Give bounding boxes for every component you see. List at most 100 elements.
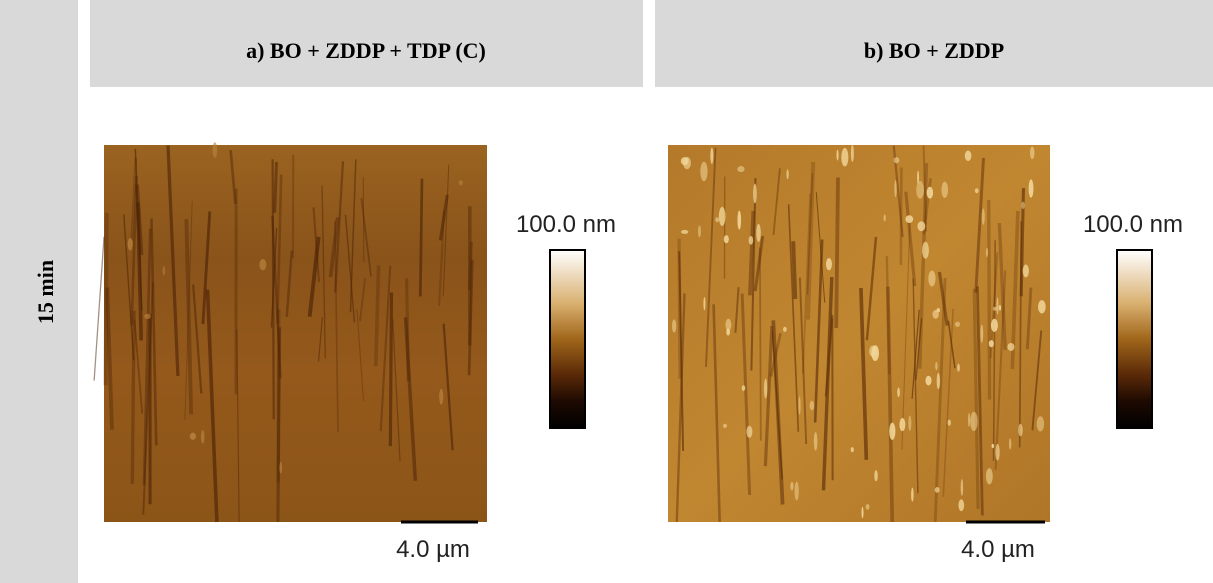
texture xyxy=(201,430,205,444)
texture xyxy=(948,419,951,425)
texture xyxy=(991,319,998,332)
texture xyxy=(894,157,900,163)
texture xyxy=(672,319,676,332)
texture xyxy=(982,208,985,224)
texture xyxy=(922,242,929,259)
texture xyxy=(439,389,443,405)
texture xyxy=(992,444,995,448)
texture xyxy=(1023,264,1029,277)
texture xyxy=(970,412,978,431)
texture xyxy=(1021,202,1025,209)
texture xyxy=(911,488,914,502)
texture xyxy=(925,376,931,386)
texture xyxy=(980,325,983,343)
texture xyxy=(961,479,964,496)
texture xyxy=(935,487,940,493)
texture xyxy=(1018,424,1022,437)
texture xyxy=(928,270,935,286)
texture xyxy=(968,413,970,427)
texture xyxy=(756,224,761,242)
texture xyxy=(826,258,832,270)
texture xyxy=(841,148,848,167)
texture xyxy=(213,142,218,158)
texture xyxy=(700,162,707,181)
panel-title: b) BO + ZDDP xyxy=(864,38,1004,63)
row-label: 15 min xyxy=(33,260,58,324)
texture xyxy=(995,444,999,461)
texture xyxy=(836,177,838,328)
texture xyxy=(851,447,854,452)
texture xyxy=(786,169,788,179)
texture xyxy=(935,362,937,370)
texture xyxy=(1030,147,1035,160)
texture xyxy=(874,470,877,481)
texture xyxy=(986,248,988,257)
texture xyxy=(1037,416,1044,431)
texture xyxy=(144,314,151,319)
texture xyxy=(459,180,463,185)
texture xyxy=(407,278,409,381)
texture xyxy=(986,468,993,484)
afm-image xyxy=(668,145,1050,522)
colorbar xyxy=(550,250,585,428)
texture xyxy=(989,200,990,399)
texture xyxy=(275,162,277,213)
panel-title: a) BO + ZDDP + TDP (C) xyxy=(246,38,486,63)
texture xyxy=(742,385,746,391)
texture xyxy=(190,433,196,440)
texture xyxy=(975,188,979,193)
texture xyxy=(726,329,730,336)
texture xyxy=(719,207,726,226)
texture xyxy=(363,177,364,262)
afm-image xyxy=(94,142,487,522)
colorbar-label: 100.0 nm xyxy=(516,211,616,238)
texture xyxy=(724,235,729,243)
texture xyxy=(703,297,705,310)
texture xyxy=(737,211,741,230)
colorbar xyxy=(1117,250,1152,428)
texture xyxy=(795,482,799,501)
texture xyxy=(814,432,818,451)
texture xyxy=(715,217,719,222)
scale-label: 4.0 µm xyxy=(961,536,1035,563)
texture xyxy=(916,181,924,199)
scale-label: 4.0 µm xyxy=(396,536,470,563)
texture xyxy=(683,157,691,169)
texture xyxy=(1009,438,1011,449)
texture xyxy=(760,247,761,440)
texture xyxy=(908,415,911,430)
texture xyxy=(851,145,854,162)
texture xyxy=(273,159,274,419)
texture xyxy=(905,215,913,223)
texture xyxy=(259,259,266,270)
texture xyxy=(749,236,754,245)
texture xyxy=(861,507,863,518)
texture xyxy=(163,266,166,275)
texture xyxy=(753,184,757,204)
texture xyxy=(710,148,713,164)
texture xyxy=(746,426,752,438)
texture xyxy=(917,221,925,231)
texture xyxy=(793,241,795,299)
texture xyxy=(894,180,896,197)
figure: 15 min a) BO + ZDDP + TDP (C) b) BO + ZD… xyxy=(0,0,1213,583)
texture xyxy=(420,179,422,297)
texture xyxy=(390,292,391,446)
texture xyxy=(737,166,744,172)
texture xyxy=(937,373,940,389)
texture xyxy=(941,182,948,198)
texture xyxy=(958,499,964,511)
texture xyxy=(836,150,838,161)
texture xyxy=(889,423,895,440)
texture xyxy=(899,418,905,431)
texture xyxy=(799,396,801,414)
texture xyxy=(884,214,886,221)
texture xyxy=(996,297,998,314)
texture xyxy=(897,388,900,398)
figure-svg: 15 min a) BO + ZDDP + TDP (C) b) BO + ZD… xyxy=(0,0,1213,583)
texture xyxy=(810,401,815,411)
texture xyxy=(1038,300,1046,313)
texture xyxy=(764,379,767,399)
texture xyxy=(927,187,933,199)
texture xyxy=(783,327,787,332)
